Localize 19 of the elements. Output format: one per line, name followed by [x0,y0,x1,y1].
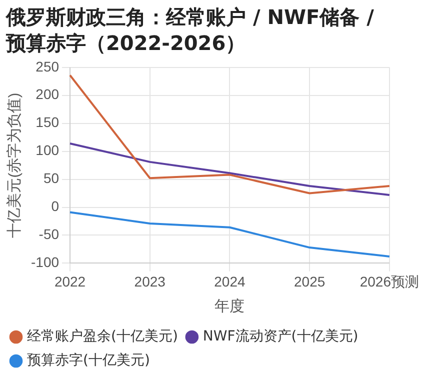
y-tick-label: 50 [43,170,60,186]
legend-label: 经常账户盈余(十亿美元) [27,328,178,345]
x-tick-label: 2024 [214,273,246,290]
chart-title: 俄罗斯财政三角：经常账户 / NWF储备 / 预算赤字（2022-2026） [4,4,375,56]
y-tick-label: 150 [36,114,60,130]
x-axis-title: 年度 [214,298,245,316]
y-tick-label: -50 [38,226,60,242]
x-tick-label: 2023 [134,273,166,290]
y-tick-label: 100 [36,142,60,158]
y-tick-label: 200 [36,86,60,102]
legend-label: NWF流动资产(十亿美元) [202,328,358,345]
x-tick-label: 2022 [54,273,86,290]
y-tick-label: 0 [51,198,60,214]
y-tick-label: -100 [30,254,60,270]
legend-label: 预算赤字(十亿美元) [27,352,150,369]
x-tick-label: 2026预测 [360,273,420,290]
y-axis-title: 十亿美元(赤字为负值) [6,92,24,238]
y-tick-label: 250 [36,58,60,74]
x-tick-label: 2025 [294,273,326,290]
